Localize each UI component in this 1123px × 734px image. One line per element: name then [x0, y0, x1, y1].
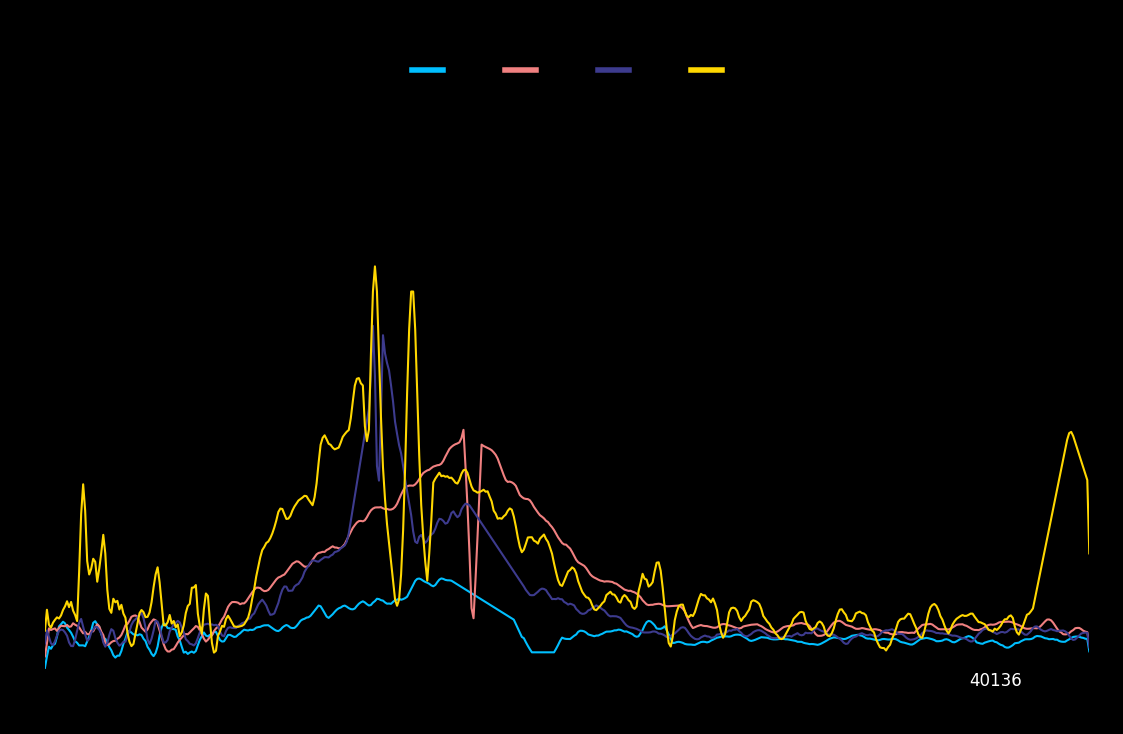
Text: 40136: 40136 [969, 672, 1022, 690]
Legend: , , , : , , , [412, 65, 722, 79]
